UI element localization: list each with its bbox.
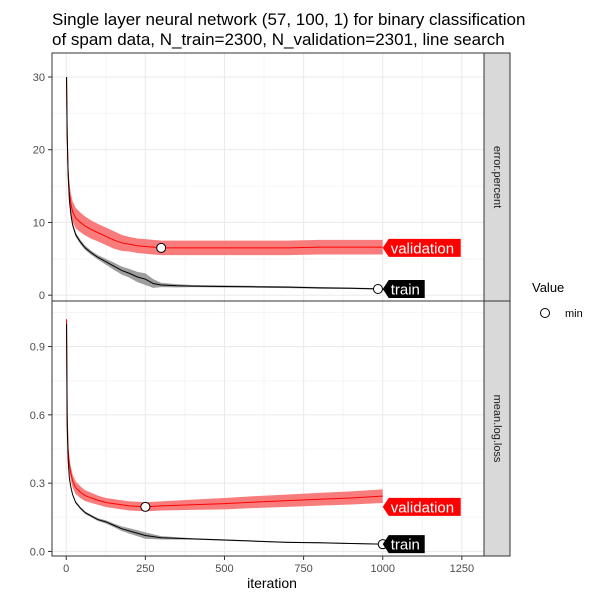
chart-title-line-2: of spam data, N_train=2300, N_validation… bbox=[52, 30, 505, 49]
legend-min-label: min bbox=[565, 308, 583, 320]
validation-band bbox=[66, 316, 383, 512]
panel-border bbox=[51, 52, 485, 302]
train-min-point bbox=[372, 284, 383, 294]
facet-strip-label: mean.log.loss bbox=[491, 395, 503, 463]
facet-strip bbox=[483, 52, 511, 302]
facet-error-percent: 0 10 20 30 validation train error.percent bbox=[33, 52, 511, 302]
y-tick-label: 0.9 bbox=[30, 342, 45, 354]
x-tick-label: 500 bbox=[215, 563, 233, 575]
legend-min-symbol bbox=[540, 308, 550, 318]
x-tick-label: 750 bbox=[294, 563, 312, 575]
validation-label: validation bbox=[391, 240, 454, 257]
validation-line bbox=[66, 76, 383, 249]
train-line bbox=[66, 323, 383, 545]
train-label-box bbox=[382, 280, 425, 298]
legend-title: Value bbox=[532, 280, 564, 295]
x-tick-label: 1000 bbox=[370, 563, 394, 575]
x-axis-title: iteration bbox=[247, 575, 297, 591]
facet-strip-label: error.percent bbox=[491, 146, 503, 208]
y-tick-label: 20 bbox=[33, 145, 45, 157]
validation-min-point bbox=[140, 501, 151, 512]
facet-strip bbox=[483, 300, 511, 557]
chart-title-line-1: Single layer neural network (57, 100, 1)… bbox=[52, 10, 525, 29]
validation-label: validation bbox=[391, 499, 454, 516]
legend: Value min bbox=[532, 280, 583, 320]
validation-label-box bbox=[382, 497, 461, 516]
x-tick-label: 250 bbox=[136, 563, 154, 575]
train-label: train bbox=[391, 282, 420, 299]
y-tick-label: 10 bbox=[33, 217, 45, 229]
y-tick-label: 0.0 bbox=[30, 546, 45, 558]
train-label: train bbox=[391, 537, 420, 554]
validation-min-point bbox=[156, 242, 167, 253]
facet-mean-log-loss: 0.0 0.3 0.6 0.9 validation train mean.log.loss bbox=[30, 300, 511, 558]
train-label-box bbox=[382, 535, 425, 554]
x-tick-label: 0 bbox=[63, 563, 69, 575]
y-tick-label: 30 bbox=[33, 72, 45, 84]
train-line bbox=[66, 76, 383, 290]
x-tick-label: 1250 bbox=[450, 563, 474, 575]
validation-band bbox=[66, 73, 383, 256]
y-tick-label: 0.6 bbox=[30, 410, 45, 422]
validation-line bbox=[66, 319, 383, 508]
validation-label-box bbox=[382, 238, 461, 257]
y-tick-label: 0.3 bbox=[30, 478, 45, 490]
y-tick-label: 0 bbox=[39, 290, 45, 302]
facet-panels: 0102030validationtrainerror.percent0.00.… bbox=[30, 52, 511, 558]
x-axis: 0 250 500 750 1000 1250 bbox=[63, 556, 474, 575]
